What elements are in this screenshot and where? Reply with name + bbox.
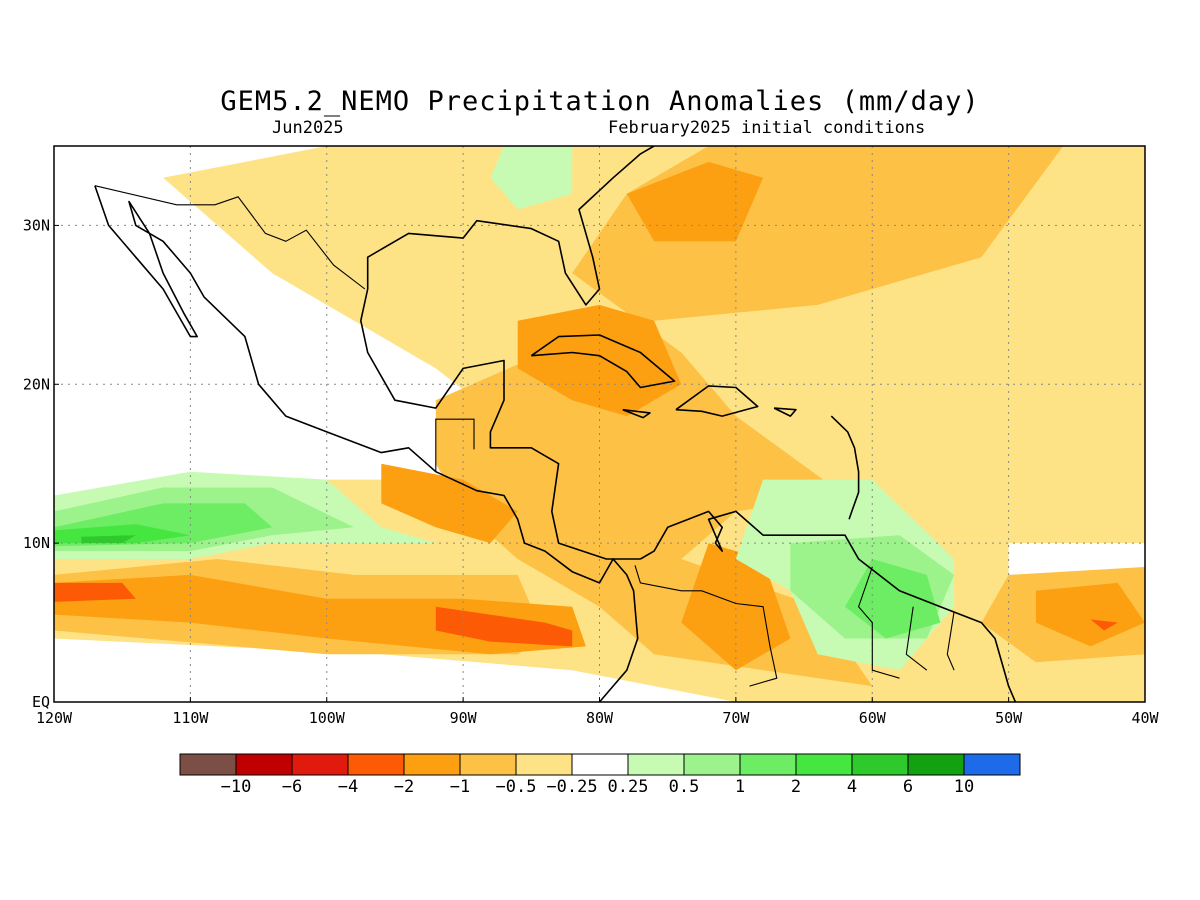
colorbar-swatch <box>179 753 237 776</box>
venezuela-guyana-border <box>857 566 900 679</box>
lon-tick-label: 100W <box>309 709 346 727</box>
anomaly-region-10 <box>54 582 136 602</box>
colorbar-label: −6 <box>282 777 302 797</box>
colorbar-label: −2 <box>394 777 414 797</box>
south-america-north-coast <box>640 510 1017 702</box>
colorbar: −10 −6 −4 −2 −1 −0.5 −0.25 0.25 0.5 1 2 4 6 10 <box>179 753 1021 797</box>
us-mexico-border <box>94 185 366 290</box>
colorbar-label: 2 <box>791 777 801 797</box>
jamaica <box>622 408 651 419</box>
colorbar-label: −1 <box>450 777 470 797</box>
puerto-rico <box>773 407 797 417</box>
colorbar-swatch <box>795 753 853 776</box>
colorbar-swatch <box>291 753 349 776</box>
colorbar-label: −0.5 <box>496 777 537 797</box>
colorbar-label: 6 <box>903 777 913 797</box>
colorbar-swatch <box>739 753 797 776</box>
colorbar-swatch <box>459 753 517 776</box>
panama-colombia-border <box>634 565 778 687</box>
colorbar-label: −4 <box>338 777 358 797</box>
coastline-layer <box>94 146 1017 702</box>
colorbar-label: 0.25 <box>608 777 649 797</box>
colorbar-label: 10 <box>954 777 974 797</box>
lon-tick-label: 40W <box>1131 709 1159 727</box>
lesser-antilles <box>830 415 860 520</box>
anomaly-region-15 <box>490 146 573 210</box>
colorbar-label: −10 <box>221 777 252 797</box>
colorbar-swatch <box>403 753 461 776</box>
lon-tick-label: 110W <box>172 709 209 727</box>
hispaniola <box>675 385 759 417</box>
colorbar-swatch <box>627 753 685 776</box>
grid-lines <box>54 146 1145 702</box>
colorbar-label: 4 <box>847 777 857 797</box>
lat-tick-label: 30N <box>23 216 50 234</box>
anomaly-region-8 <box>1035 582 1145 647</box>
colorbar-swatch <box>347 753 405 776</box>
anomaly-region-5 <box>381 463 518 544</box>
cuba <box>530 334 676 389</box>
lon-tick-label: 50W <box>995 709 1023 727</box>
us-gulf-coast <box>366 146 655 306</box>
anomaly-region-4 <box>54 574 586 655</box>
anomaly-fill-layer <box>54 146 1145 702</box>
colorbar-label: −0.25 <box>546 777 597 797</box>
lat-tick-label: 20N <box>23 375 50 393</box>
anomaly-region-11 <box>435 606 573 647</box>
anomaly-region-6 <box>517 304 682 417</box>
forecast-month: Jun2025 <box>272 118 344 138</box>
colorbar-label: 0.5 <box>669 777 700 797</box>
anomaly-region-7 <box>626 161 764 242</box>
pacific-coast-mexico <box>94 185 639 702</box>
lon-tick-label: 80W <box>586 709 614 727</box>
lon-tick-label: 120W <box>36 709 73 727</box>
colorbar-swatch <box>571 753 629 776</box>
anomaly-region-21 <box>81 535 136 544</box>
axis-ticks: 120W 110W 100W 90W 80W 70W 60W 50W 40W EQ 10N 20N 30… <box>23 216 1160 727</box>
colorbar-swatch <box>907 753 965 776</box>
colorbar-swatch <box>683 753 741 776</box>
gulf-mexico-coast <box>359 288 641 560</box>
lon-tick-label: 70W <box>722 709 750 727</box>
colorbar-swatch <box>963 753 1021 776</box>
lon-tick-label: 60W <box>859 709 887 727</box>
colorbar-swatch <box>851 753 909 776</box>
map-title: GEM5.2_NEMO Precipitation Anomalies (mm/… <box>220 86 980 117</box>
central-america-borders <box>435 418 475 472</box>
lat-tick-label: EQ <box>32 693 50 711</box>
lat-tick-label: 10N <box>23 534 50 552</box>
anomaly-region-2 <box>435 146 1064 687</box>
lon-tick-label: 90W <box>450 709 478 727</box>
suriname-guiana-border <box>946 611 955 671</box>
anomaly-region-12 <box>1090 619 1118 631</box>
initial-conditions-label: February2025 initial conditions <box>608 118 926 138</box>
guyana-suriname-border <box>905 606 928 671</box>
colorbar-label: 1 <box>735 777 745 797</box>
colorbar-swatch <box>515 753 573 776</box>
colorbar-swatch <box>235 753 293 776</box>
